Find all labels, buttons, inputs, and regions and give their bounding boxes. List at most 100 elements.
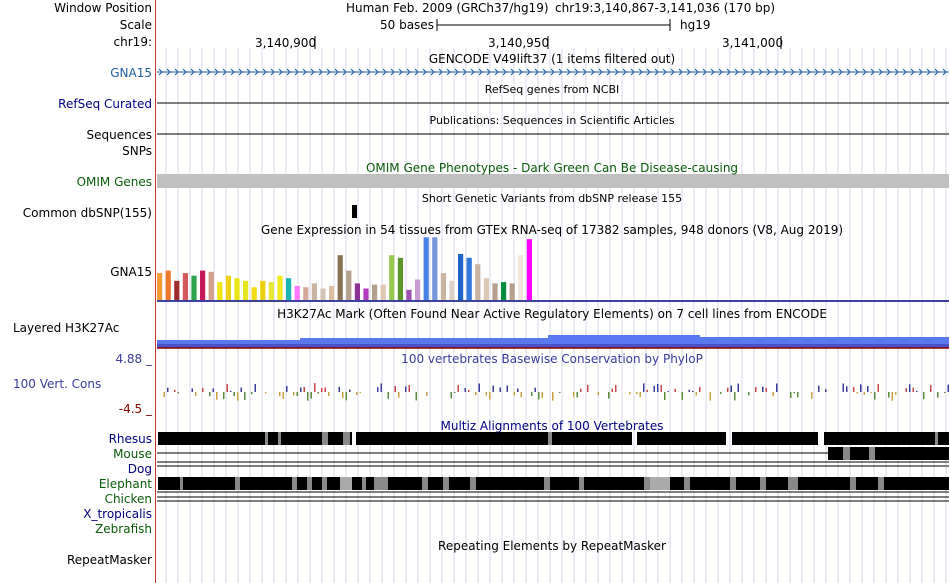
omim-track-label[interactable]: OMIM Genes: [76, 175, 152, 189]
phylop-mark: [405, 386, 407, 392]
phylop-mark: [646, 389, 648, 392]
phylop-mark: [947, 384, 949, 392]
strand-chevron: [702, 68, 707, 76]
multiz-elephant-block: [340, 477, 352, 490]
multiz-elephant-block: [684, 477, 690, 490]
species-label-xtropicalis[interactable]: X_tropicalis: [83, 507, 152, 521]
gencode-track-label[interactable]: GNA15: [110, 66, 152, 80]
refseq-track-title: RefSeq genes from NCBI: [484, 83, 620, 96]
dbsnp-track-label[interactable]: Common dbSNP(155): [22, 206, 152, 220]
strand-chevron: [246, 68, 251, 76]
multiz-elephant-block: [798, 477, 850, 490]
multiz-elephant-block: [327, 477, 340, 490]
phylop-mark: [394, 386, 396, 392]
ruler-tick-label: 3,140,950: [488, 36, 550, 50]
multiz-rhesus-block: [322, 432, 328, 445]
strand-chevron: [374, 68, 379, 76]
phylop-mark: [692, 391, 694, 392]
snps-track-label[interactable]: SNPs: [122, 144, 152, 158]
strand-chevron: [726, 68, 731, 76]
multiz-rhesus-block: [278, 432, 281, 445]
multiz-rhesus-block: [356, 432, 548, 445]
sequences-track-label[interactable]: Sequences: [86, 128, 152, 142]
strand-chevron: [838, 68, 843, 76]
dbsnp-variant: [352, 205, 357, 218]
h3k27ac-track-label[interactable]: Layered H3K27Ac: [13, 321, 120, 335]
strand-chevron: [830, 68, 835, 76]
strand-chevron: [470, 68, 475, 76]
multiz-elephant-block: [240, 477, 292, 490]
phylop-mark: [737, 383, 739, 392]
strand-chevron: [766, 68, 771, 76]
phylop-track-title: 100 vertebrates Basewise Conservation by…: [401, 352, 703, 366]
gtex-bar: [182, 273, 188, 300]
repeatmasker-track-label[interactable]: RepeatMasker: [66, 553, 152, 567]
multiz-elephant-block: [374, 477, 388, 490]
species-label-rhesus[interactable]: Rhesus: [108, 432, 152, 446]
gtex-bar: [458, 253, 464, 300]
multiz-mouse-block: [875, 447, 949, 460]
gtex-bar: [432, 237, 438, 300]
multiz-rhesus-block: [158, 432, 265, 445]
species-label-chicken[interactable]: Chicken: [104, 492, 152, 506]
multiz-elephant-block: [730, 477, 736, 490]
phylop-mark: [506, 385, 508, 392]
species-label-elephant[interactable]: Elephant: [98, 477, 152, 491]
phylop-mark: [520, 392, 522, 398]
phylop-mark: [307, 392, 309, 401]
strand-chevron: [446, 68, 451, 76]
phylop-mark: [867, 386, 869, 392]
phylop-mark: [492, 385, 494, 392]
phylop-mark: [538, 392, 540, 400]
phylop-mark: [314, 383, 316, 392]
ruler-tick-label: 3,141,000: [722, 36, 784, 50]
phylop-mark: [202, 387, 204, 392]
phylop-track-label[interactable]: 100 Vert. Cons: [13, 377, 102, 391]
gtex-bar: [346, 270, 352, 300]
species-label-dog[interactable]: Dog: [127, 462, 152, 476]
strand-chevron: [222, 68, 227, 76]
gtex-bar: [208, 271, 214, 300]
strand-chevron: [566, 68, 571, 76]
phylop-mark: [681, 392, 683, 400]
strand-chevron: [622, 68, 627, 76]
phylop-mark: [303, 387, 305, 392]
phylop-mark: [580, 388, 582, 392]
phylop-mark: [237, 392, 239, 401]
gtex-track-label[interactable]: GNA15: [110, 265, 152, 279]
phylop-mark: [877, 383, 879, 392]
phylop-mark: [286, 385, 288, 392]
multiz-elephant-block: [428, 477, 443, 490]
phylop-mark: [475, 392, 477, 396]
phylop-mark: [793, 392, 795, 394]
phylop-mark: [674, 388, 676, 392]
multiz-elephant-block: [470, 477, 476, 490]
multiz-rhesus-block: [637, 432, 726, 445]
species-label-mouse[interactable]: Mouse: [113, 447, 152, 461]
phylop-mark: [870, 392, 872, 394]
phylop-mark: [842, 383, 844, 392]
strand-chevron: [254, 68, 259, 76]
gtex-bar: [200, 270, 206, 300]
strand-chevron: [790, 68, 795, 76]
strand-chevron: [686, 68, 691, 76]
multiz-elephant-block: [878, 477, 884, 490]
multiz-mouse-block: [850, 447, 869, 460]
phylop-mark: [338, 386, 340, 392]
multiz-elephant-block: [158, 477, 180, 490]
strand-chevron: [334, 68, 339, 76]
strand-chevron: [710, 68, 715, 76]
gtex-bar: [483, 278, 489, 300]
phylop-mark: [664, 392, 666, 400]
phylop-mark: [573, 392, 575, 397]
refseq-track-label[interactable]: RefSeq Curated: [58, 97, 152, 111]
phylop-mark: [450, 392, 452, 399]
species-label-zebrafish[interactable]: Zebrafish: [95, 522, 152, 536]
gtex-bar: [157, 273, 163, 300]
strand-chevron: [774, 68, 779, 76]
strand-chevron: [518, 68, 523, 76]
strand-chevron: [350, 68, 355, 76]
phylop-mark: [615, 385, 617, 392]
